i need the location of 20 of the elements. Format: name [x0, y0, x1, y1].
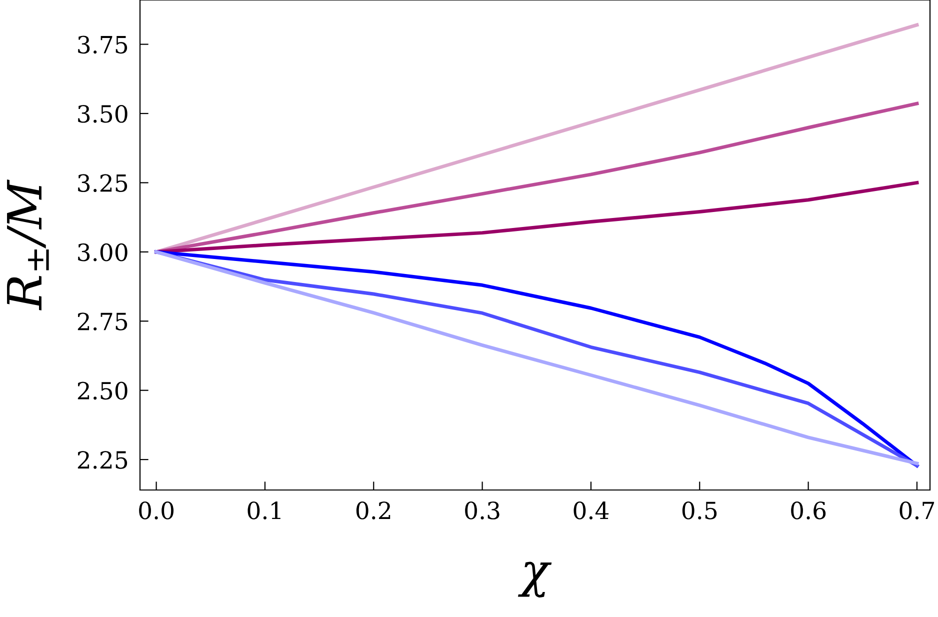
line-series: [154, 180, 919, 254]
x-tick-label: 0.1: [248, 502, 280, 520]
y-tick-label: 3.75: [78, 36, 128, 54]
x-tick-label: 0.6: [791, 502, 826, 520]
y-axis-title: R$_{±}$/M: [7, 180, 49, 310]
x-tick-label: 0.2: [356, 502, 390, 520]
y-tick-label: 2.25: [78, 450, 128, 469]
x-tick-label: 0.5: [682, 502, 717, 520]
x-tick-label: 0.3: [465, 502, 500, 520]
x-tick-label: 0.7: [900, 502, 934, 520]
line-series: [154, 23, 919, 254]
x-axis-title: χ: [518, 562, 552, 598]
y-tick-label: 3.25: [78, 174, 128, 192]
y-tick-label: 2.75: [78, 312, 128, 330]
y-tick-label: 3.00: [78, 243, 128, 262]
x-tick-label: 0.0: [139, 502, 174, 520]
x-tick-label: 0.4: [574, 502, 609, 520]
y-tick-label: 2.50: [78, 382, 128, 400]
y-tick-label: 3.50: [78, 104, 128, 123]
line-series: [154, 102, 919, 254]
